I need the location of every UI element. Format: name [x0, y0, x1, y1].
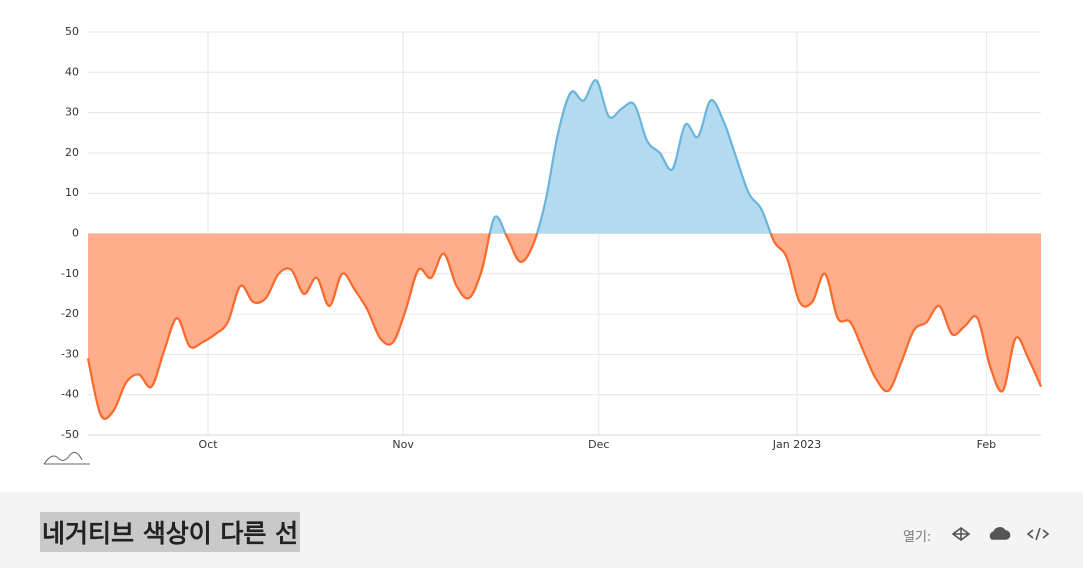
- footer: 네거티브 색상이 다른 선 열기:: [0, 492, 1083, 568]
- area: [88, 80, 1041, 234]
- line: [488, 79, 772, 234]
- y-tick-label: -20: [61, 307, 79, 320]
- y-tick-label: 40: [65, 65, 79, 78]
- y-tick-label: 10: [65, 186, 79, 199]
- demo-title: 네거티브 색상이 다른 선: [40, 512, 301, 552]
- x-tick-label: Dec: [588, 438, 609, 451]
- y-tick-label: 0: [72, 227, 79, 240]
- x-tick-label: Feb: [977, 438, 996, 451]
- x-tick-label: Nov: [392, 438, 414, 451]
- y-tick-label: -50: [61, 428, 79, 441]
- chart: -50 -40 -30 -20 -10 0 10 20 30 40 50 Oct Nov Dec Jan 2…: [43, 25, 1043, 465]
- line: [86, 233, 1043, 420]
- series-below: [86, 233, 1043, 420]
- area: [88, 233, 1041, 419]
- series-above: [88, 79, 1041, 234]
- jsfiddle-icon[interactable]: [989, 527, 1011, 540]
- navigator-icon[interactable]: [43, 451, 90, 465]
- y-tick-label: 30: [65, 106, 79, 119]
- codepen-icon[interactable]: [951, 527, 971, 541]
- open-label: 열기:: [903, 530, 932, 545]
- y-tick-label: -30: [61, 347, 79, 360]
- y-tick-label: 20: [65, 146, 79, 159]
- x-tick-label: Oct: [199, 438, 219, 451]
- y-tick-label: -40: [61, 388, 79, 401]
- code-icon[interactable]: [1026, 527, 1050, 541]
- x-tick-label: Jan 2023: [772, 438, 821, 451]
- y-tick-label: -10: [61, 267, 79, 280]
- y-tick-label: 50: [65, 25, 79, 38]
- open-icons: [951, 527, 1050, 541]
